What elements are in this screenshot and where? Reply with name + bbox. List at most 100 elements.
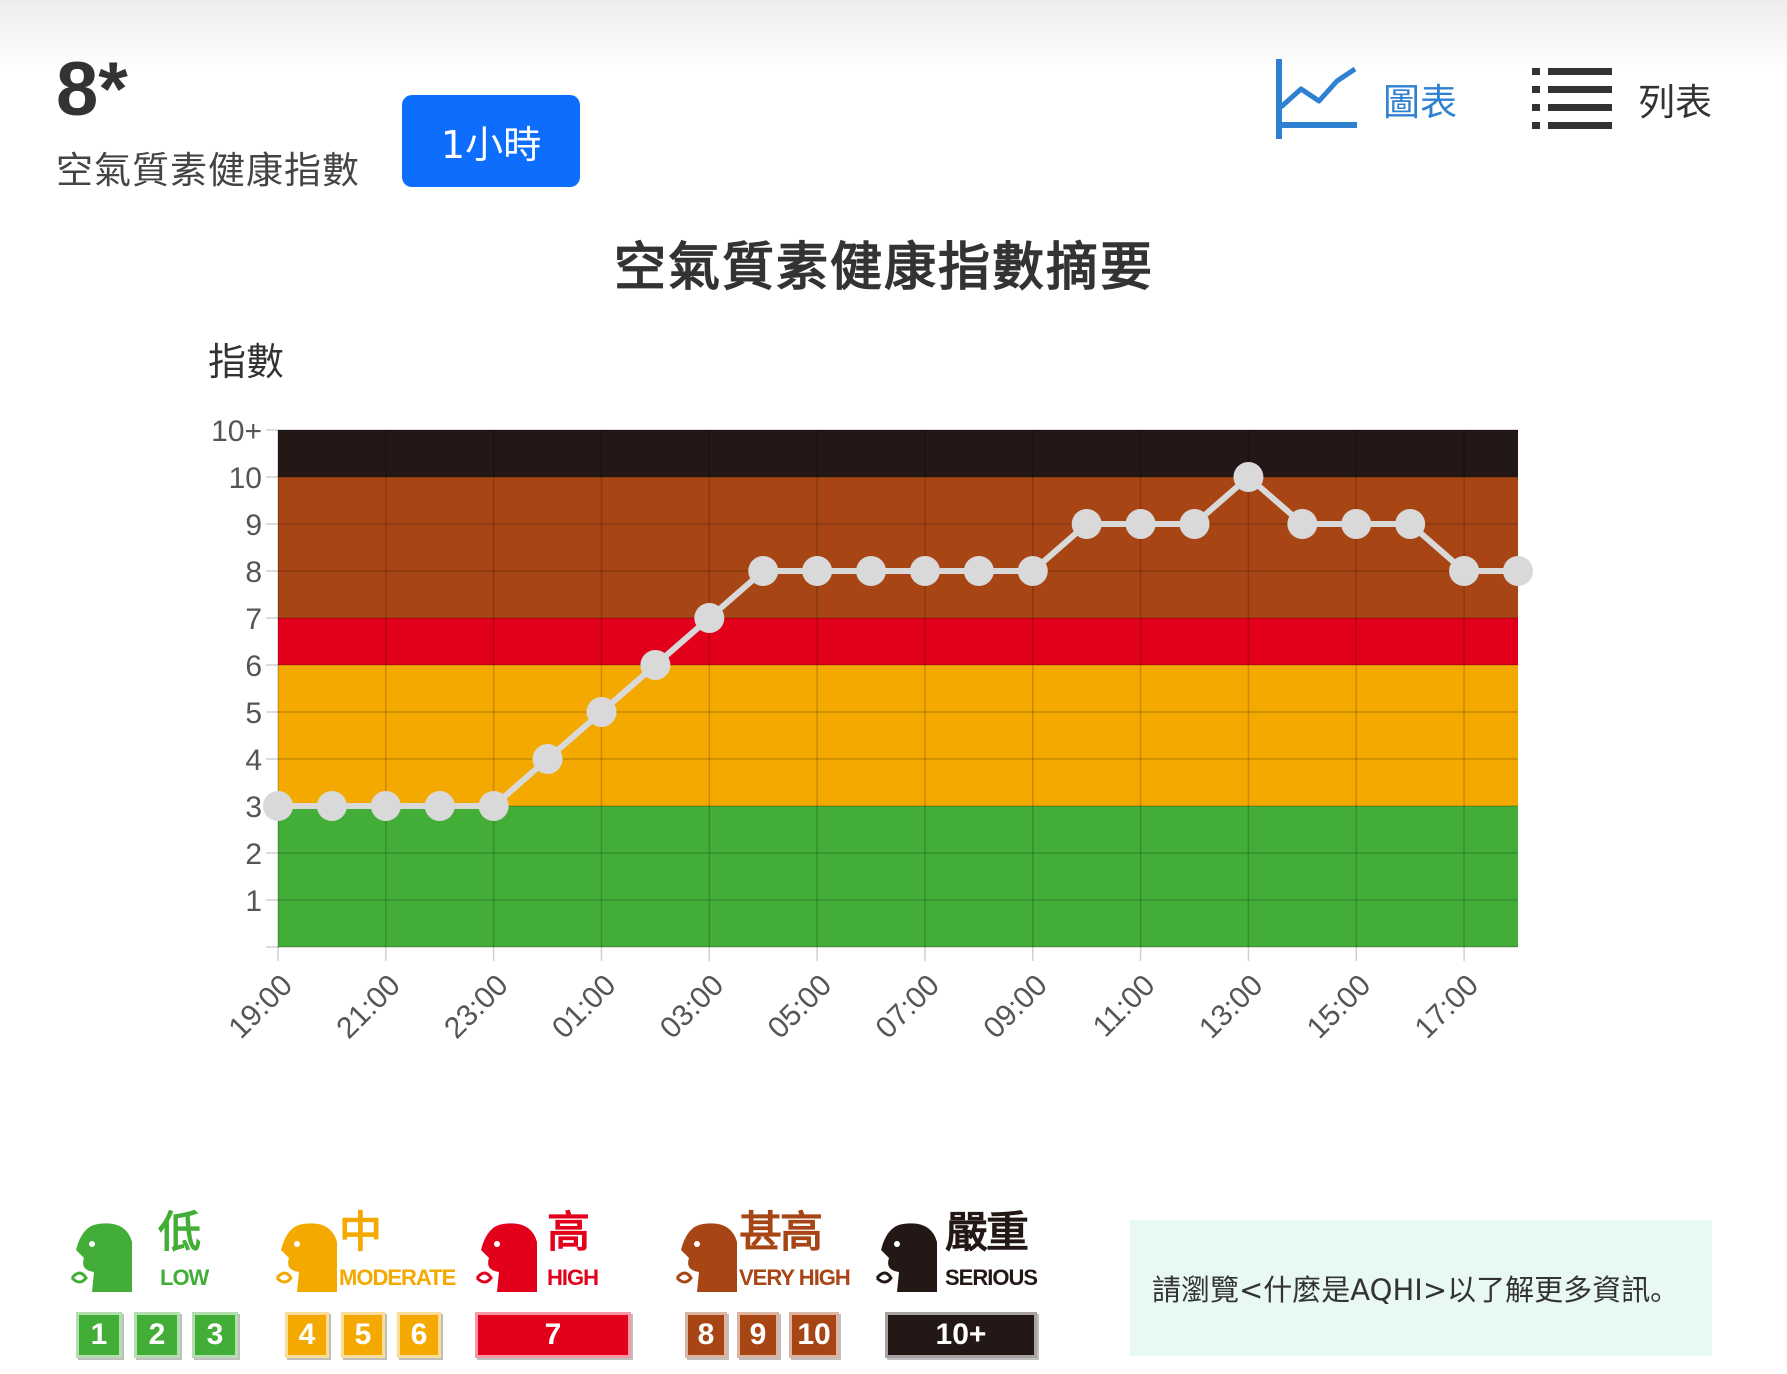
legend-box: 10+ [885, 1312, 1037, 1358]
data-point [370, 791, 401, 821]
data-point [694, 603, 725, 633]
legend-box: 10 [789, 1312, 839, 1358]
legend-box: 9 [737, 1312, 779, 1358]
period-1hour-button[interactable]: 1小時 [402, 95, 580, 187]
legend-box: 2 [134, 1312, 180, 1358]
legend-very-high-zh: 甚高 [739, 1208, 823, 1258]
data-point [1233, 462, 1264, 492]
legend-moderate-boxes: 4 5 6 [285, 1312, 441, 1358]
aqhi-line-chart: 指數 1 2 3 4 5 6 7 8 9 10 10+ 19:00 21:00 23:00 01:00 03:0… [208, 340, 1533, 1045]
legend-high-boxes: 7 [475, 1312, 631, 1358]
chart-title: 空氣質素健康指數摘要 [613, 238, 1154, 298]
y-tick-label: 6 [245, 650, 262, 683]
head-icon-high [475, 1223, 537, 1292]
y-tick-label: 3 [245, 791, 262, 824]
data-point [424, 791, 455, 821]
legend-high-en: HIGH [547, 1265, 599, 1290]
data-point [856, 556, 887, 586]
line-chart-icon [1276, 59, 1357, 139]
legend-moderate-en: MODERATE [339, 1265, 456, 1290]
legend-very-high-en: VERY HIGH [739, 1265, 851, 1290]
legend-serious: 嚴重 SERIOUS 10+ [875, 1210, 1055, 1360]
y-tick-label: 4 [245, 744, 262, 777]
legend-box: 6 [397, 1312, 441, 1358]
x-tick-label: 19:00 [223, 969, 299, 1045]
list-view-label: 列表 [1638, 81, 1712, 124]
data-point [263, 791, 293, 821]
data-point [748, 556, 779, 586]
chart-view-label: 圖表 [1383, 81, 1457, 124]
legend-low-zh: 低 [158, 1208, 201, 1258]
band-4 [278, 430, 1518, 477]
data-point [1287, 509, 1318, 539]
legend-box: 3 [192, 1312, 238, 1358]
legend-serious-zh: 嚴重 [945, 1208, 1029, 1258]
head-icon-very-high [675, 1223, 737, 1292]
legend-box: 4 [285, 1312, 329, 1358]
x-tick-label: 01:00 [546, 969, 622, 1045]
legend-box: 5 [341, 1312, 385, 1358]
legend-very-high-boxes: 8 9 10 [685, 1312, 839, 1358]
data-point [1503, 556, 1533, 586]
data-point [1341, 509, 1372, 539]
data-point [316, 791, 347, 821]
list-icon [1532, 68, 1612, 129]
y-tick-label: 7 [245, 603, 262, 636]
data-point [963, 556, 994, 586]
y-tick-label: 8 [245, 556, 262, 589]
y-tick-label: 10 [229, 462, 262, 495]
legend-serious-en: SERIOUS [945, 1265, 1038, 1290]
legend-low-en: LOW [160, 1265, 209, 1290]
legend-low: 低 LOW 1 2 3 [70, 1210, 250, 1360]
legend-very-high: 甚高 VERY HIGH 8 9 10 [675, 1210, 855, 1360]
y-tick-label: 2 [245, 838, 262, 871]
info-text: 請瀏覽<什麼是AQHI>以了解更多資訊。 [1152, 1273, 1680, 1307]
data-point [1071, 509, 1102, 539]
data-point [478, 791, 509, 821]
aqhi-legend: 低 LOW 1 2 3 中 MODERATE 4 5 6 高 HIGH 7 [70, 1210, 1060, 1360]
head-icon-serious [875, 1223, 937, 1292]
aqhi-label: 空氣質素健康指數 [56, 149, 360, 192]
x-tick-label: 23:00 [438, 969, 514, 1045]
legend-moderate: 中 MODERATE 4 5 6 [275, 1208, 456, 1360]
data-point [586, 697, 617, 727]
legend-box: 8 [685, 1312, 727, 1358]
x-tick-label: 03:00 [654, 969, 730, 1045]
band-0 [278, 806, 1518, 947]
data-point [640, 650, 671, 680]
data-point [532, 744, 563, 774]
legend-low-boxes: 1 2 3 [76, 1312, 238, 1358]
legend-serious-boxes: 10+ [885, 1312, 1037, 1358]
y-axis-label: 指數 [208, 340, 284, 384]
data-point [1017, 556, 1048, 586]
x-tick-label: 15:00 [1301, 969, 1377, 1045]
band-1 [278, 665, 1518, 806]
info-link-box[interactable]: 請瀏覽<什麼是AQHI>以了解更多資訊。 [1130, 1220, 1712, 1356]
legend-high-zh: 高 [547, 1208, 590, 1258]
legend-box: 1 [76, 1312, 122, 1358]
head-icon-low [70, 1223, 132, 1292]
data-point [1125, 509, 1156, 539]
head-icon-moderate [275, 1223, 337, 1292]
x-tick-label: 07:00 [869, 969, 945, 1045]
x-tick-label: 11:00 [1087, 969, 1162, 1044]
current-aqhi-value: 8* [56, 47, 128, 132]
y-tick-label: 1 [245, 885, 262, 918]
x-tick-label: 17:00 [1409, 969, 1485, 1045]
y-tick-label: 9 [245, 509, 262, 542]
top-shade [0, 0, 1787, 70]
y-tick-label: 5 [245, 697, 262, 730]
x-tick-label: 05:00 [762, 969, 838, 1045]
x-tick-label: 09:00 [977, 969, 1053, 1045]
data-point [909, 556, 940, 586]
band-2 [278, 618, 1518, 665]
data-point [802, 556, 833, 586]
data-point [1395, 509, 1426, 539]
legend-high: 高 HIGH 7 [475, 1210, 645, 1360]
legend-box: 7 [475, 1312, 631, 1358]
legend-moderate-zh: 中 [339, 1208, 382, 1258]
data-point [1449, 556, 1480, 586]
chart-view-button[interactable]: 圖表 [1275, 58, 1457, 140]
data-point [1179, 509, 1210, 539]
list-view-button[interactable]: 列表 [1530, 58, 1712, 140]
